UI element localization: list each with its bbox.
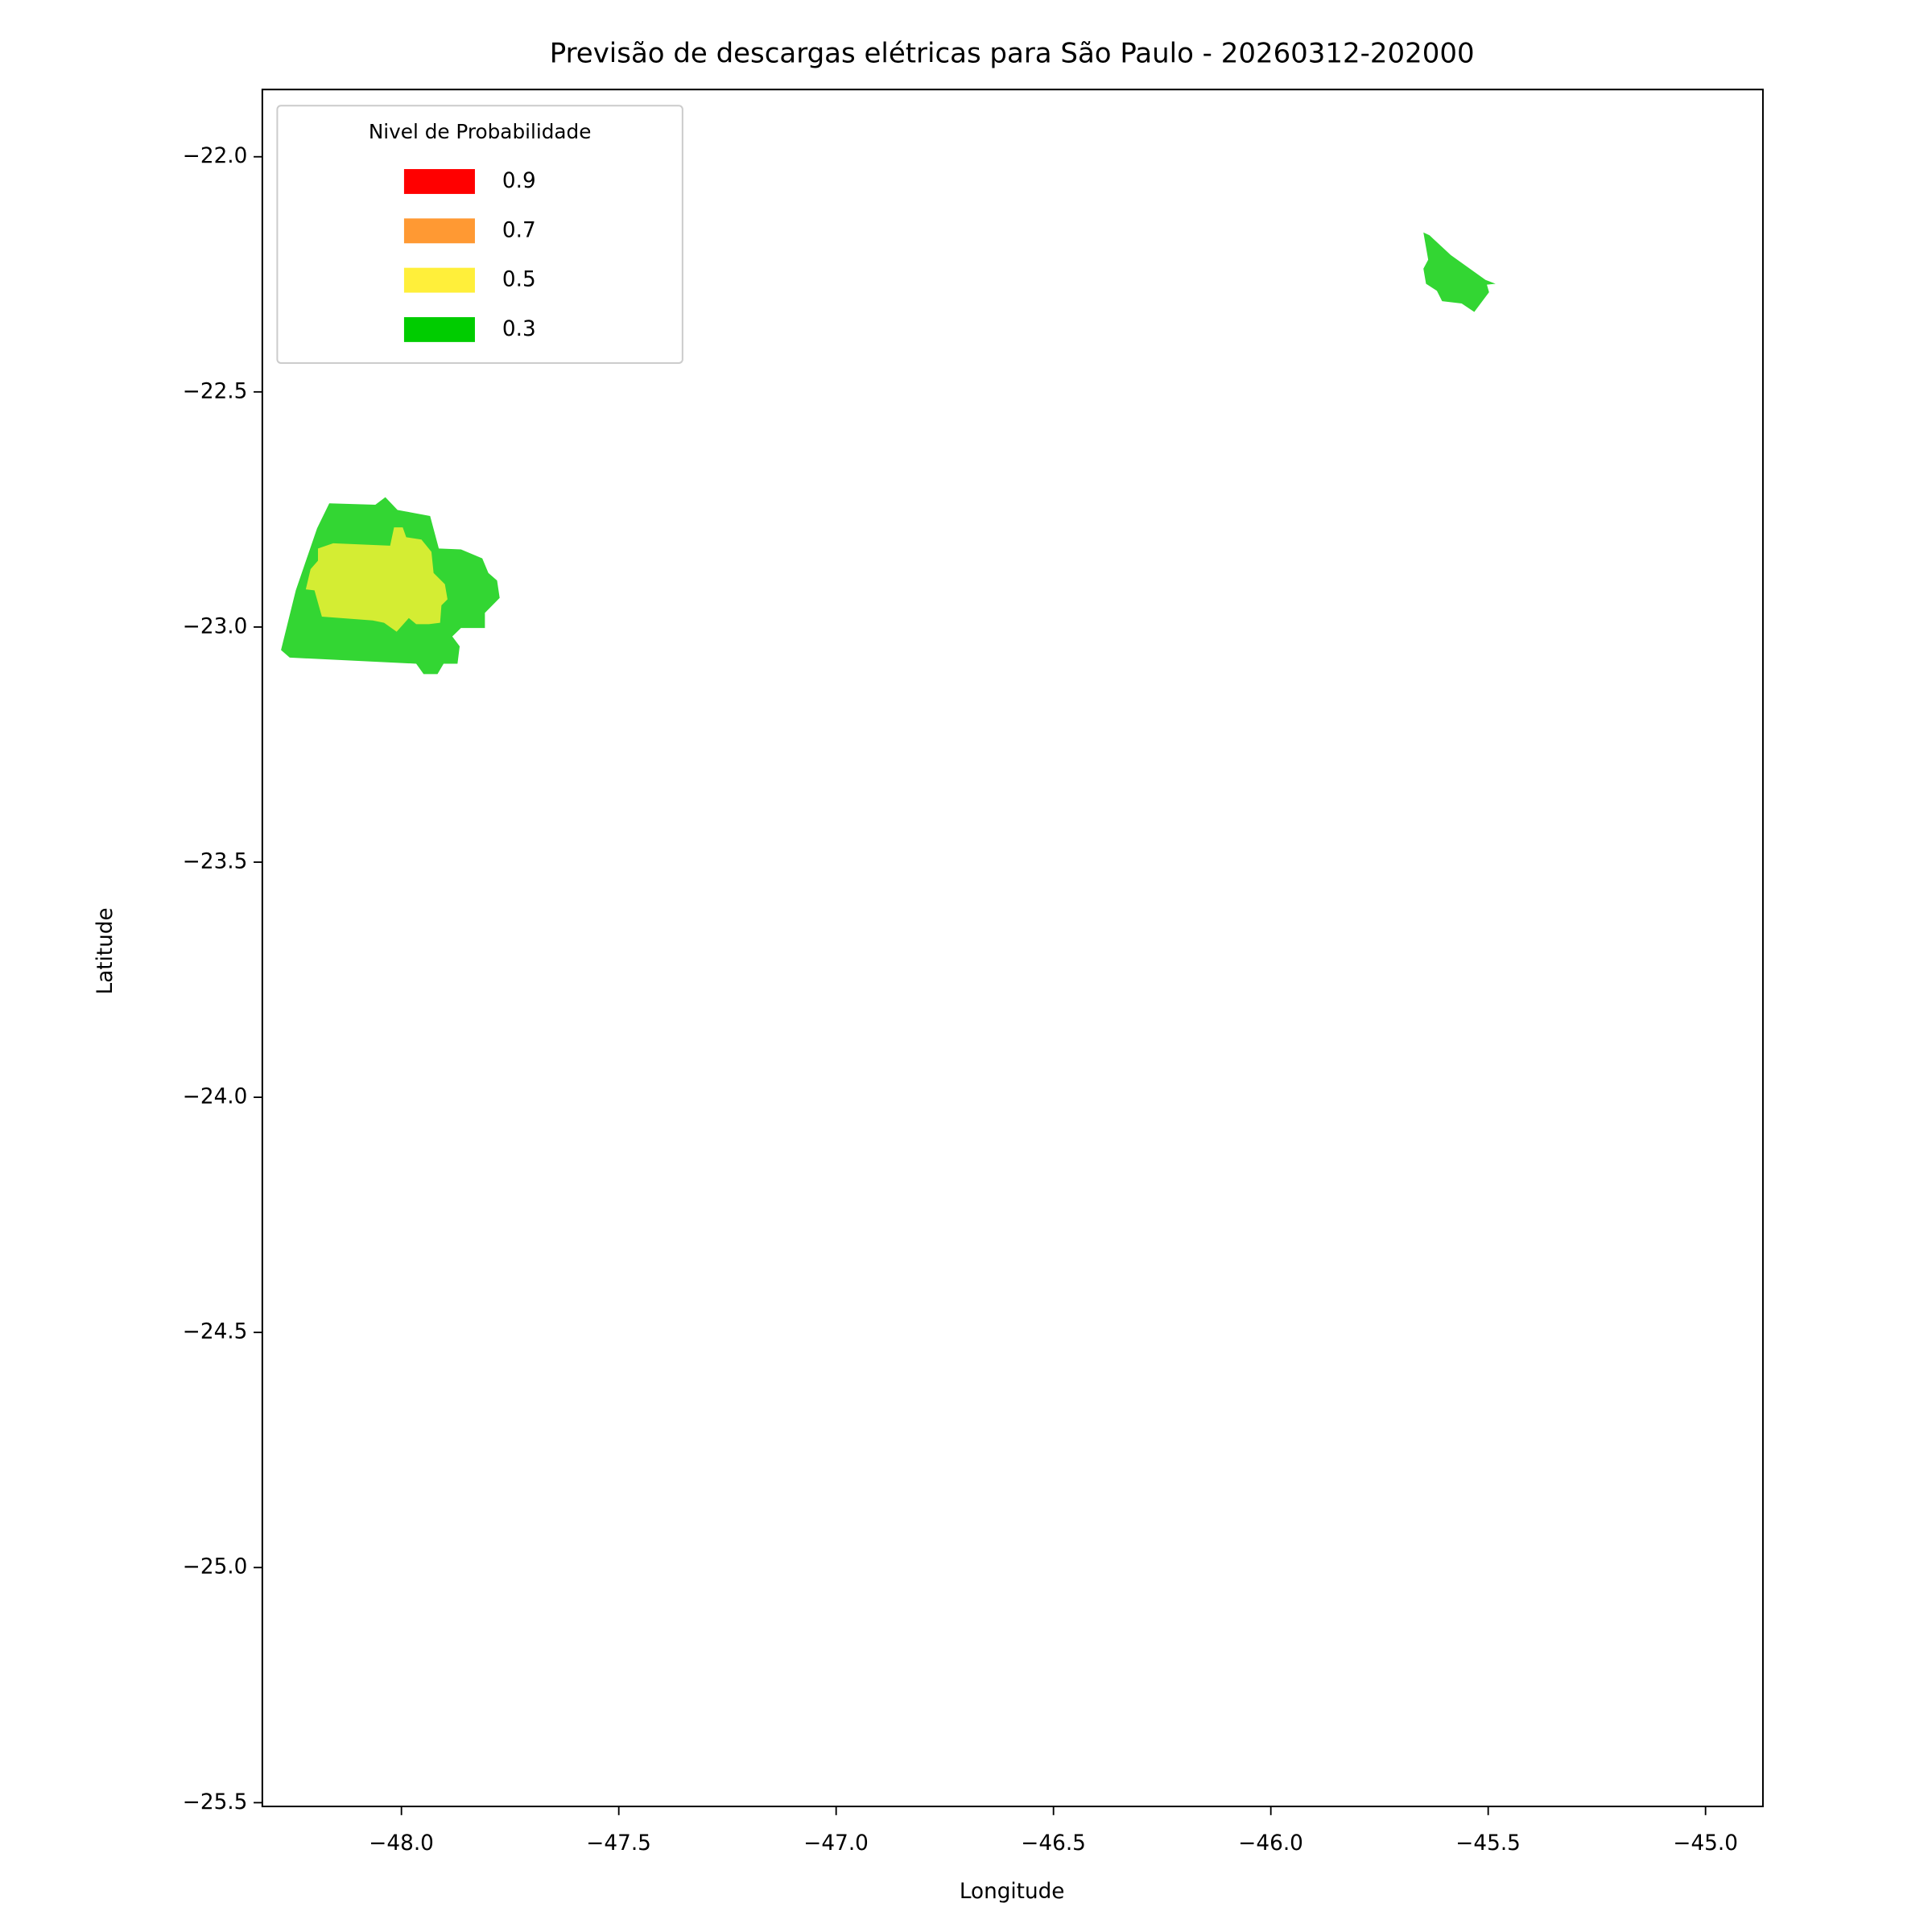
y-tick-label: −22.0: [183, 144, 247, 168]
legend-swatch: [403, 169, 475, 194]
x-tick-label: −47.5: [586, 1831, 650, 1856]
x-axis-label: Longitude: [960, 1880, 1065, 1904]
x-tick-label: −45.5: [1455, 1831, 1520, 1856]
y-tick-label: −25.5: [183, 1790, 247, 1814]
plot-area: [281, 232, 1496, 675]
y-tick-label: −23.0: [183, 614, 247, 638]
x-tick-label: −46.5: [1021, 1831, 1085, 1856]
x-tick-label: −47.0: [803, 1831, 868, 1856]
contour-polygon: [1423, 232, 1496, 312]
legend-label: 0.7: [502, 218, 536, 242]
legend-label: 0.5: [502, 268, 536, 292]
axes-frame: [261, 89, 1764, 1808]
y-tick-label: −24.0: [183, 1085, 247, 1109]
x-tick-label: −48.0: [369, 1831, 433, 1856]
legend-swatch: [403, 316, 475, 342]
y-tick-label: −25.0: [183, 1555, 247, 1579]
legend-label: 0.3: [502, 317, 536, 341]
y-tick-label: −24.5: [183, 1320, 247, 1344]
y-axis-label: Latitude: [93, 907, 118, 994]
legend: Nivel de Probabilidade 0.9 0.7 0.5 0.3: [276, 105, 683, 364]
x-tick-label: −45.0: [1673, 1831, 1737, 1856]
y-tick-label: −22.5: [183, 379, 247, 403]
chart-title: Previsão de descargas elétricas para São…: [550, 37, 1475, 69]
legend-swatch: [403, 267, 475, 293]
x-tick-label: −46.0: [1238, 1831, 1302, 1856]
legend-box: [276, 105, 683, 364]
legend-title: Nivel de Probabilidade: [369, 120, 592, 143]
legend-label: 0.9: [502, 169, 536, 193]
contour-polygon: [305, 527, 448, 632]
y-tick-label: −23.5: [183, 849, 247, 873]
legend-swatch: [403, 218, 475, 244]
